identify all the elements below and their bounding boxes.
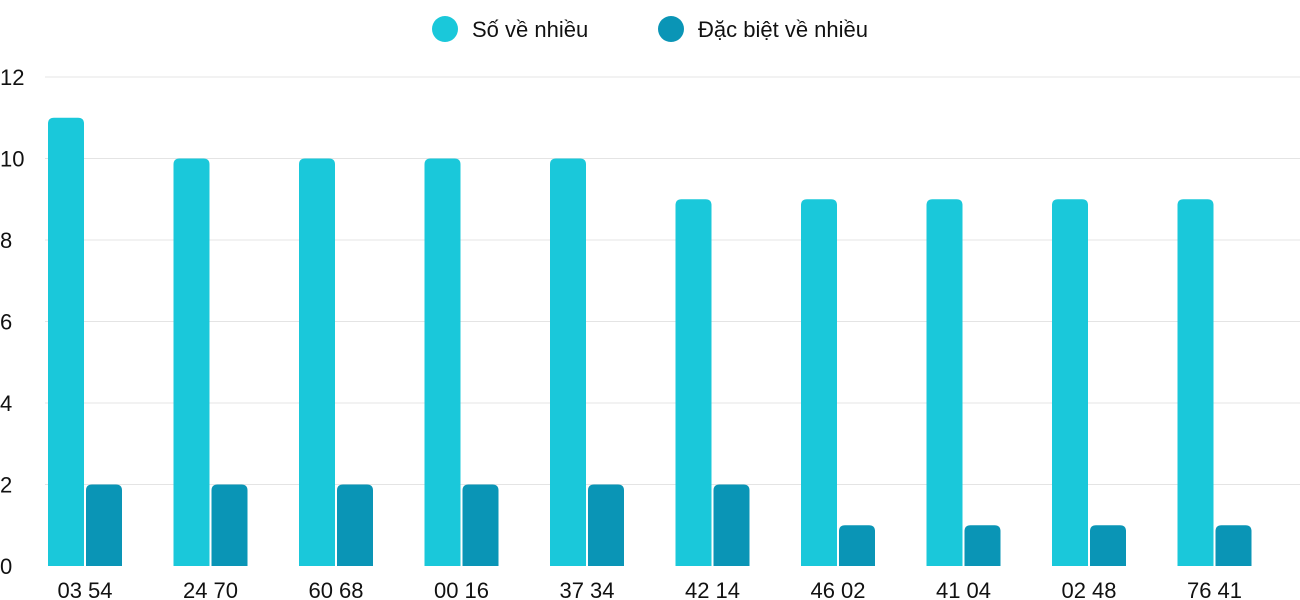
legend: Số về nhiều Đặc biệt về nhiều — [432, 16, 868, 42]
bar-dac-biet-ve-nhieu — [964, 525, 1001, 566]
gridlines — [45, 76, 1300, 485]
x-tick-label: 37 34 — [559, 578, 614, 600]
bar-dac-biet-ve-nhieu — [839, 525, 875, 566]
bar-dac-biet-ve-nhieu — [1215, 525, 1252, 566]
x-tick-label: 24 70 — [183, 578, 238, 600]
bar-so-ve-nhieu — [926, 199, 963, 566]
bar-so-ve-nhieu — [173, 158, 210, 566]
bar-dac-biet-ve-nhieu — [713, 484, 750, 566]
bar-so-ve-nhieu — [675, 199, 712, 566]
legend-swatch — [658, 16, 684, 42]
x-tick-label: 00 16 — [434, 578, 489, 600]
bar-dac-biet-ve-nhieu — [462, 484, 499, 566]
bar-so-ve-nhieu — [1052, 199, 1088, 566]
x-tick-label: 60 68 — [308, 578, 363, 600]
bars — [48, 117, 1252, 566]
bar-so-ve-nhieu — [550, 158, 586, 566]
bar-dac-biet-ve-nhieu — [86, 484, 122, 566]
x-tick-label: 46 02 — [810, 578, 865, 600]
bar-dac-biet-ve-nhieu — [588, 484, 624, 566]
y-tick-label: 12 — [0, 65, 24, 90]
bar-so-ve-nhieu — [801, 199, 837, 566]
bar-dac-biet-ve-nhieu — [337, 484, 373, 566]
y-tick-label: 4 — [0, 391, 12, 416]
x-tick-label: 03 54 — [57, 578, 112, 600]
x-tick-label: 76 41 — [1187, 578, 1242, 600]
y-tick-label: 0 — [0, 554, 12, 579]
y-tick-label: 8 — [0, 228, 12, 253]
bar-so-ve-nhieu — [48, 117, 84, 566]
y-tick-label: 10 — [0, 147, 24, 172]
y-tick-label: 6 — [0, 310, 12, 335]
x-tick-label: 42 14 — [685, 578, 740, 600]
bar-dac-biet-ve-nhieu — [1090, 525, 1126, 566]
y-tick-label: 2 — [0, 473, 12, 498]
x-axis-ticks: 03 54 24 70 60 68 00 16 37 34 42 14 46 02 41 04… — [57, 578, 1242, 600]
bar-so-ve-nhieu — [1177, 199, 1214, 566]
x-tick-label: 02 48 — [1061, 578, 1116, 600]
bar-so-ve-nhieu — [424, 158, 461, 566]
legend-swatch — [432, 16, 458, 42]
legend-label: Số về nhiều — [472, 17, 588, 42]
x-tick-label: 41 04 — [936, 578, 991, 600]
bar-dac-biet-ve-nhieu — [211, 484, 248, 566]
y-axis-ticks: 0 2 4 6 8 10 12 — [0, 65, 24, 579]
legend-label: Đặc biệt về nhiều — [698, 17, 868, 42]
bar-so-ve-nhieu — [299, 158, 335, 566]
